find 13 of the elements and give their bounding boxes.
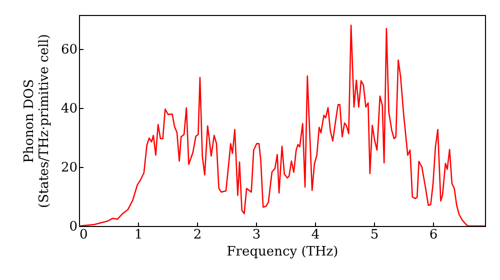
- x-tick-label: 2: [193, 228, 202, 242]
- x-tick-label: 5: [370, 228, 379, 242]
- y-axis-title: Phonon DOS (States/THz·primitive cell): [22, 34, 52, 208]
- x-tick-label: 4: [311, 228, 320, 242]
- y-tick-label: 40: [60, 101, 78, 116]
- y-tick-label: 20: [60, 160, 78, 176]
- y-tick-label: 60: [60, 42, 78, 58]
- x-tick-label: 1: [134, 228, 143, 242]
- x-tick-label: 0: [80, 228, 88, 242]
- x-tick-label: 3: [252, 228, 261, 242]
- x-axis-title: Frequency (THz): [226, 244, 338, 260]
- x-tick-label: 6: [429, 228, 438, 242]
- line-series: [79, 24, 485, 226]
